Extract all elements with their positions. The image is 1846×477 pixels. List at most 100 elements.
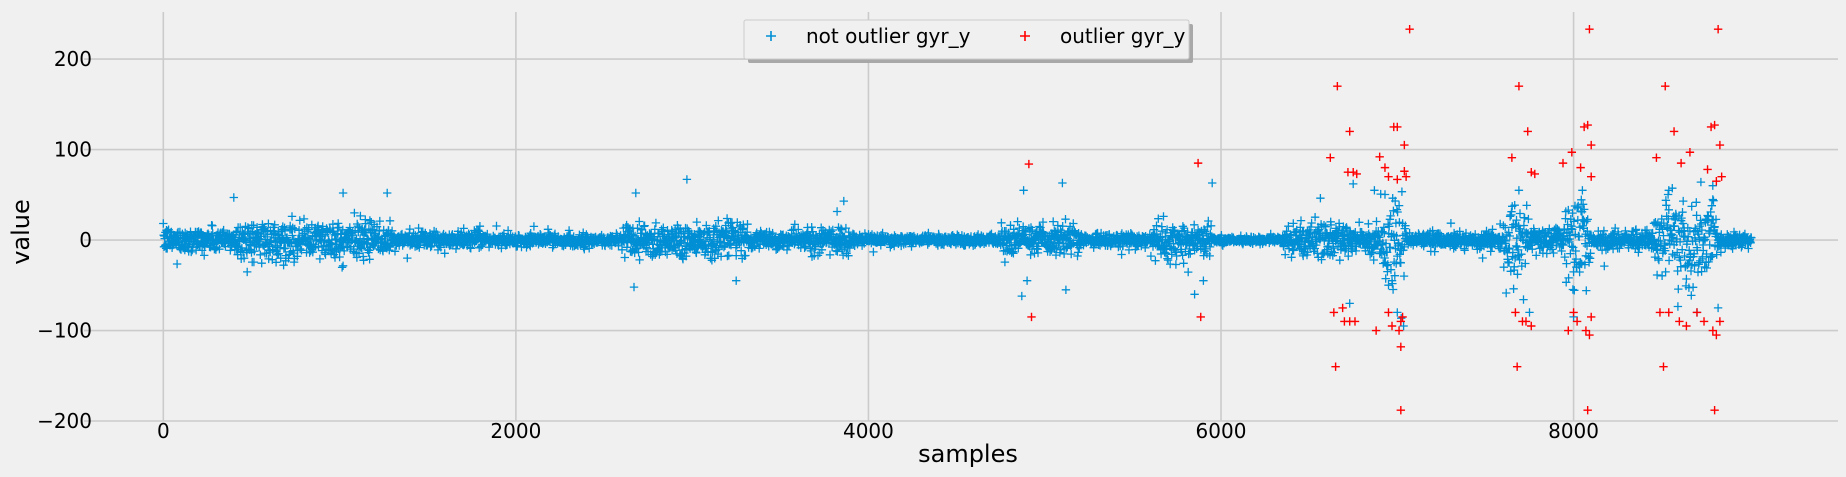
outlier-point [1329,308,1339,317]
outlier-point [1583,405,1592,415]
outlier-point [1024,159,1034,169]
outlier-point [1712,330,1721,340]
outlier-point [1710,120,1719,130]
x-tick-label: 4000 [843,419,894,443]
legend: not outlier gyr_y outlier gyr_y [743,19,1193,63]
legend-marker-outlier [1020,31,1030,41]
outlier-point [1507,153,1517,162]
outlier-point [1384,308,1393,317]
outlier-point [1715,140,1725,150]
outlier-point [1401,172,1411,181]
x-tick-label: 8000 [1548,419,1599,443]
outlier-point [1371,326,1381,335]
x-tick-label: 2000 [490,419,541,443]
outlier-point [1712,177,1721,186]
x-tick-label: 6000 [1196,419,1247,443]
outlier-point [1193,158,1203,168]
series-not-outlier [159,175,1756,331]
outlier-point [1521,317,1531,326]
outlier-point [1527,321,1536,331]
outlier-point [1564,326,1573,335]
outlier-point [1576,163,1585,172]
outlier-point [1400,167,1409,176]
outlier-point [1669,127,1679,136]
outlier-point [1393,175,1402,184]
outlier-point [1396,342,1406,352]
outlier-point [1398,312,1407,322]
outlier-point [1581,326,1591,335]
legend-plus-marker [1020,31,1030,41]
outlier-point [1706,122,1716,132]
y-tick-label: −100 [37,319,92,343]
outlier-point [1708,326,1718,335]
outlier-point [1326,153,1335,162]
outlier-point [1380,163,1390,172]
outlier-point [1514,81,1524,91]
legend-label-outlier: outlier gyr_y [1060,24,1186,48]
x-axis-label: samples [918,440,1018,468]
outlier-point [1349,167,1358,177]
outlier-point [1196,312,1205,322]
outlier-point [1345,317,1354,326]
outlier-point [1352,169,1361,179]
outlier-point [1387,321,1397,331]
outlier-point [1675,317,1684,326]
outlier-point [1585,24,1594,34]
y-tick-label: 100 [54,138,92,162]
outlier-point [1710,405,1719,415]
outlier-point [1583,120,1592,130]
outlier-point [1569,308,1578,317]
outlier-point [1664,308,1673,317]
outlier-point [1685,148,1695,157]
outlier-point [1405,24,1414,34]
outlier-point [1587,140,1596,150]
series-outlier [1024,24,1726,415]
outlier-point [1587,172,1596,181]
outlier-point [1384,172,1393,181]
outlier-point [1703,165,1712,174]
outlier-point [1331,362,1340,371]
legend-marker-not-outlier [766,31,776,41]
outlier-point [1396,405,1406,415]
legend-box [743,19,1190,60]
outlier-point [1572,317,1582,326]
outlier-point [1333,81,1342,91]
outlier-point [1394,326,1404,335]
y-tick-label: −200 [37,409,92,433]
outlier-point [1585,330,1594,340]
outlier-point [1400,140,1409,150]
outlier-point [1527,167,1536,177]
outlier-point [1338,303,1347,313]
outlier-point [1345,127,1354,136]
outlier-point [1652,153,1661,162]
outlier-point [1676,158,1686,168]
outlier-point [1567,148,1577,157]
outlier-point [1523,127,1532,136]
y-tick-label: 200 [54,47,92,71]
outlier-point [1713,24,1723,34]
outlier-point [1375,152,1384,161]
y-axis-ticks: −200 −100 0 100 200 [37,47,92,433]
outlier-point [1715,317,1725,326]
outlier-point [1511,308,1520,317]
legend-plus-marker [766,31,776,41]
outlier-point [1587,312,1596,322]
outlier-point [1558,158,1568,168]
outlier-point [1530,169,1539,179]
outlier-point [1396,317,1406,326]
grid [84,12,1838,422]
outlier-point [1717,172,1726,181]
outlier-point [1699,317,1709,326]
not-outlier-markers [159,175,1756,331]
legend-label-not-outlier: not outlier gyr_y [806,24,971,48]
outlier-point [1682,321,1691,331]
outlier-point [1692,308,1702,317]
outlier-point [1659,362,1668,371]
outlier-point [1027,312,1036,322]
x-tick-label: 0 [157,419,170,443]
outlier-point [1655,308,1665,317]
x-axis-ticks: 0 2000 4000 6000 8000 [157,419,1599,443]
y-tick-label: 0 [79,228,92,252]
outlier-point [1579,122,1589,132]
